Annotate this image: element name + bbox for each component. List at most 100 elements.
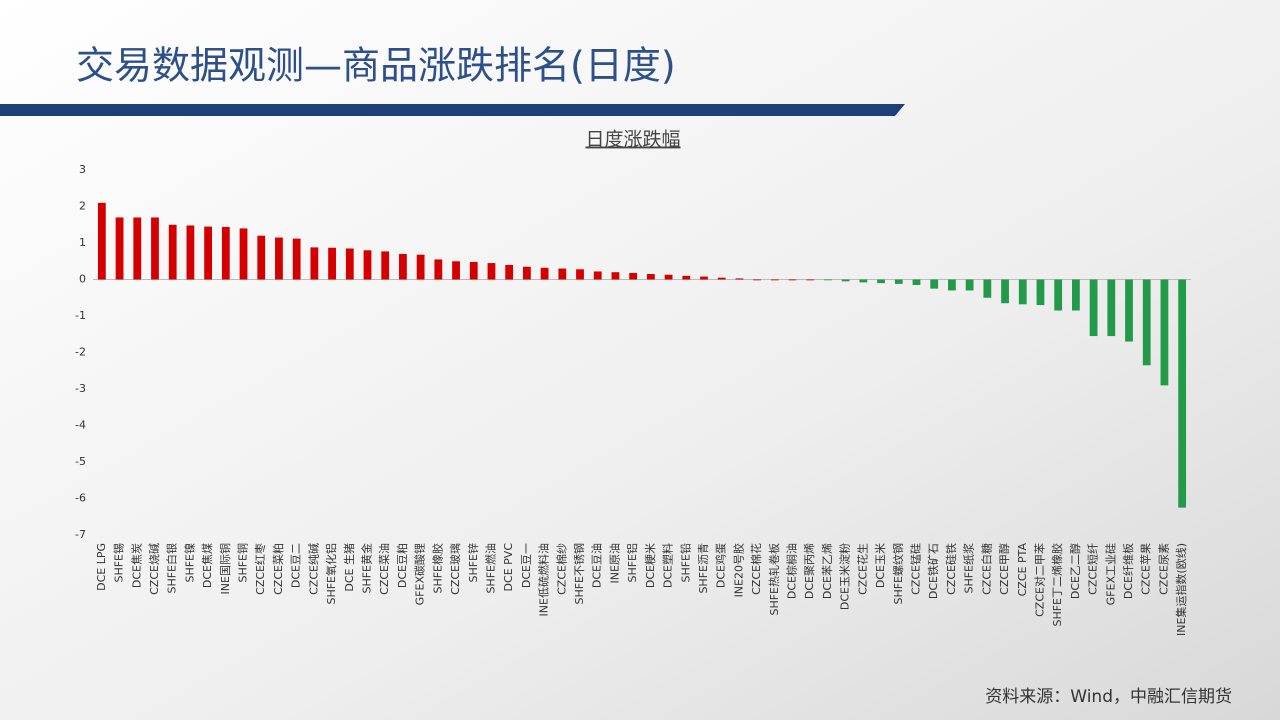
x-tick-label: SHFE锌: [466, 543, 480, 583]
bar: [292, 238, 301, 280]
x-tick-label: DCE豆油: [590, 543, 604, 588]
x-tick-label: GFEX碳酸锂: [413, 543, 427, 605]
x-tick-label: DCE焦煤: [201, 543, 214, 588]
x-tick-label: SHFE铅: [678, 543, 692, 583]
bar: [1160, 279, 1169, 386]
bar: [434, 259, 443, 280]
x-tick-label: CZCE红枣: [254, 543, 267, 595]
bar: [186, 225, 195, 280]
bar: [611, 272, 620, 280]
x-tick-label: DCE铁矿石: [927, 543, 940, 599]
x-tick-label: CZCE硅铁: [945, 543, 958, 595]
x-tick-label: DCE棕榈油: [785, 543, 799, 599]
y-tick-label: -6: [75, 492, 86, 505]
bar: [646, 274, 655, 280]
y-tick-label: 3: [79, 163, 86, 176]
bar: [930, 279, 939, 289]
x-tick-label: CZCE棉花: [749, 543, 763, 595]
bar: [381, 251, 390, 280]
x-tick-label: GFEX工业硅: [1104, 543, 1117, 605]
bar: [593, 271, 602, 280]
x-tick-label: DCE纤维板: [1121, 543, 1135, 599]
bar: [717, 277, 726, 280]
x-tick-label: DCE豆一: [520, 543, 533, 588]
x-tick-label: SHFE锡: [112, 543, 126, 583]
bar: [540, 267, 549, 280]
bar: [735, 278, 744, 280]
x-tick-label: CZCE花生: [855, 543, 869, 595]
bar: [522, 266, 531, 280]
x-tick-label: SHFE氧化铝: [324, 543, 338, 605]
bar: [204, 226, 213, 280]
bar: [753, 279, 762, 281]
bar: [469, 261, 478, 280]
x-tick-label: CZCE棉纱: [554, 543, 568, 595]
bar: [1071, 279, 1080, 311]
x-tick-label: SHFE沥青: [697, 543, 710, 594]
bar: [894, 279, 903, 284]
bar: [912, 279, 921, 285]
x-tick-label: SHFE铜: [236, 543, 250, 583]
bar: [558, 268, 567, 280]
bar: [629, 272, 638, 280]
bar: [700, 276, 708, 280]
bar: [806, 279, 815, 281]
bar: [363, 250, 372, 280]
x-tick-label: DCE豆二: [290, 543, 303, 588]
x-tick-label: CZCE甲醇: [997, 543, 1011, 595]
x-tick-label: DCE PVC: [502, 543, 515, 592]
x-tick-label: SHFE螺纹钢: [891, 543, 905, 605]
bar: [239, 228, 248, 280]
bar: [97, 202, 106, 280]
y-tick-label: 1: [79, 236, 86, 249]
bar: [345, 248, 354, 280]
bar: [505, 264, 514, 280]
y-tick-label: 0: [79, 273, 86, 286]
x-tick-label: DCE LPG: [95, 543, 108, 591]
bar: [1018, 279, 1027, 305]
x-tick-label: DCE玉米: [874, 543, 887, 588]
x-tick-label: DCE聚丙烯: [803, 543, 816, 599]
y-tick-label: -5: [75, 455, 86, 468]
bar: [487, 263, 496, 280]
bar: [965, 279, 974, 291]
y-tick-label: -4: [75, 419, 86, 432]
x-tick-label: DCE苯乙烯: [820, 543, 834, 599]
bar: [416, 254, 425, 280]
x-tick-label: INE20号胶: [731, 543, 745, 597]
x-tick-label: CZCE纯碱: [307, 543, 320, 595]
x-tick-label: INE原油: [607, 543, 621, 583]
x-tick-label: CZCE苹果: [1139, 543, 1153, 595]
bar: [859, 279, 868, 283]
x-tick-label: SHFE纸浆: [962, 543, 976, 594]
x-tick-label: CZCE锰硅: [909, 543, 923, 595]
bar: [1036, 279, 1045, 306]
bar: [257, 235, 266, 280]
bar: [1142, 279, 1151, 366]
bar: [133, 217, 142, 280]
bar: [841, 279, 850, 282]
x-tick-label: DCE焦炭: [130, 543, 143, 588]
x-tick-label: CZCE烧碱: [148, 543, 161, 595]
bar: [576, 269, 584, 280]
x-tick-label: DCE玉米淀粉: [838, 543, 852, 610]
x-tick-label: DCE鸡蛋: [714, 543, 728, 588]
x-tick-label: CZCE白糖: [979, 543, 993, 595]
y-tick-label: -1: [75, 309, 86, 322]
x-tick-label: SHFE白银: [165, 543, 179, 594]
bar: [1089, 279, 1098, 337]
bar: [664, 274, 673, 280]
x-tick-label: DCE豆粕: [395, 543, 409, 588]
bar: [1178, 279, 1187, 508]
bar: [221, 226, 230, 280]
page-title: 交易数据观测—商品涨跌排名(日度): [76, 44, 676, 88]
y-tick-label: -3: [75, 382, 86, 395]
bar: [168, 224, 177, 280]
bar: [275, 237, 283, 280]
x-tick-label: SHFE热轧卷板: [767, 543, 781, 616]
y-tick-label: 2: [79, 200, 86, 213]
x-tick-label: CZCE玻璃: [448, 543, 462, 595]
bar: [1054, 279, 1063, 311]
bar: [1107, 279, 1116, 337]
